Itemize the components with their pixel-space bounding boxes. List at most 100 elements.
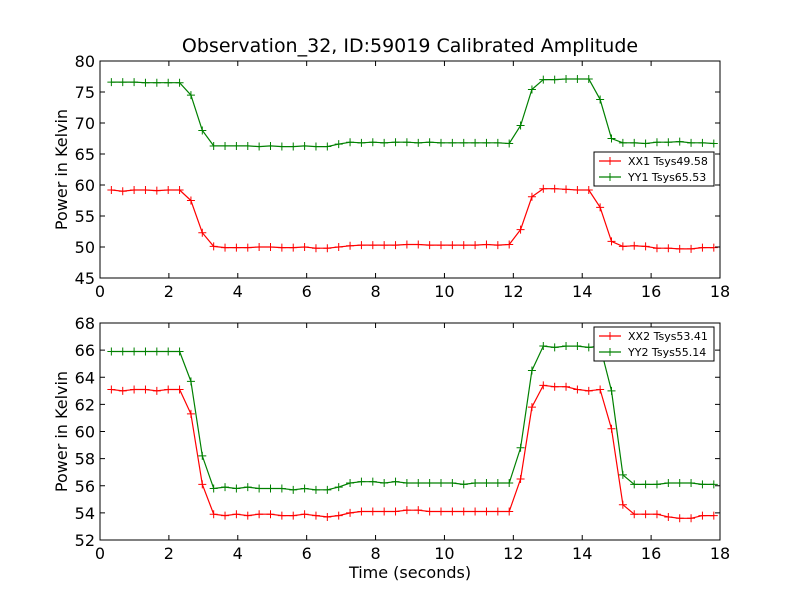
data-point [618, 500, 627, 509]
data-point [573, 385, 582, 394]
x-tick-label: 10 [434, 282, 454, 301]
data-point [357, 138, 366, 147]
data-point [152, 186, 161, 195]
data-point [311, 511, 320, 520]
data-point [346, 479, 355, 488]
data-point [130, 78, 139, 87]
x-tick-label: 6 [302, 282, 312, 301]
data-point [368, 138, 377, 147]
data-point [573, 185, 582, 194]
data-point [402, 138, 411, 147]
legend-label: XX1 Tsys49.58 [628, 155, 708, 168]
data-point [448, 507, 457, 516]
data-point [664, 479, 673, 488]
data-point [527, 403, 536, 412]
series-line-1 [111, 345, 714, 491]
data-point [232, 141, 241, 150]
data-point [562, 74, 571, 83]
data-point [391, 241, 400, 250]
data-point [300, 141, 309, 150]
data-point [425, 138, 434, 147]
data-point [687, 479, 696, 488]
data-point [652, 138, 661, 147]
data-point [607, 134, 616, 143]
data-point [448, 138, 457, 147]
data-point [323, 244, 332, 253]
data-point [630, 241, 639, 250]
y-axis-label: Power in Kelvin [52, 109, 71, 230]
data-point [368, 241, 377, 250]
data-point [243, 141, 252, 150]
data-point [152, 78, 161, 87]
data-point [266, 484, 275, 493]
data-point [380, 479, 389, 488]
data-point [641, 510, 650, 519]
y-tick-label: 55 [75, 207, 95, 226]
data-point [641, 242, 650, 251]
data-point [596, 95, 605, 104]
data-point [107, 385, 116, 394]
data-point [118, 386, 127, 395]
data-point [368, 477, 377, 486]
data-point [334, 243, 343, 251]
data-point [266, 141, 275, 150]
data-point [266, 243, 275, 251]
data-point [198, 126, 207, 135]
data-point [198, 451, 207, 460]
y-tick-label: 65 [75, 145, 95, 164]
data-point [471, 241, 480, 250]
data-point [471, 479, 480, 488]
data-point [346, 138, 355, 147]
data-point [596, 203, 605, 212]
data-point [459, 241, 468, 250]
data-point [550, 382, 559, 391]
data-point [516, 443, 525, 452]
data-point [709, 511, 718, 520]
x-tick-label: 14 [572, 282, 592, 301]
data-point [221, 243, 230, 252]
data-point [277, 511, 286, 520]
data-point [675, 479, 684, 488]
data-point [652, 480, 661, 489]
data-point [493, 138, 502, 147]
data-point [175, 78, 184, 87]
data-point [539, 184, 548, 193]
data-point [573, 74, 582, 83]
legend-label: YY2 Tsys55.14 [627, 346, 706, 359]
data-point [471, 507, 480, 516]
data-point [221, 511, 230, 520]
data-point [186, 377, 195, 386]
data-point [527, 192, 536, 201]
data-point [141, 185, 150, 194]
data-point [232, 243, 241, 252]
data-point [300, 484, 309, 493]
x-tick-label: 0 [95, 282, 105, 301]
legend-box [593, 326, 715, 362]
x-tick-label: 18 [710, 282, 730, 301]
legend-marker [606, 157, 614, 165]
data-point [527, 366, 536, 375]
data-point [175, 347, 184, 356]
data-point [641, 480, 650, 489]
data-point [607, 237, 616, 246]
data-point [130, 185, 139, 194]
data-point [277, 243, 286, 252]
data-point [448, 241, 457, 250]
data-point [198, 480, 207, 489]
y-tick-label: 60 [75, 423, 95, 442]
x-tick-label: 14 [572, 544, 592, 563]
data-point [584, 343, 593, 352]
x-tick-label: 2 [164, 282, 174, 301]
data-point [459, 138, 468, 147]
data-point [255, 510, 264, 519]
data-point [516, 121, 525, 130]
data-point [107, 347, 116, 356]
data-point [107, 185, 116, 194]
data-point [664, 244, 673, 253]
data-point [437, 507, 445, 516]
data-point [562, 382, 571, 391]
y-tick-label: 56 [75, 477, 95, 496]
data-point [437, 241, 445, 250]
data-point [391, 138, 400, 147]
